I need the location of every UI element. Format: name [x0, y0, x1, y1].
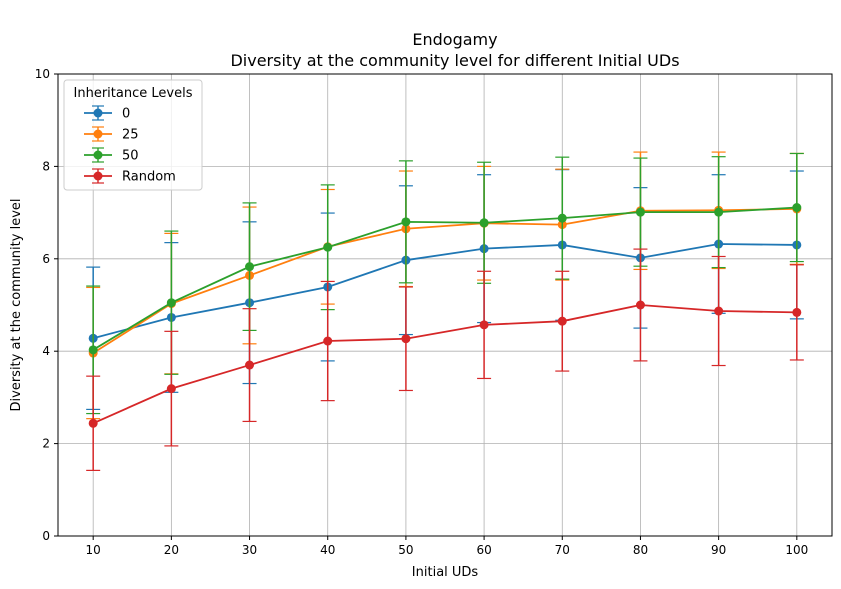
x-tick-label: 30	[242, 543, 257, 557]
series-line	[92, 243, 797, 340]
x-axis-label: Initial UDs	[412, 565, 479, 580]
data-point	[635, 300, 645, 310]
legend-marker	[93, 108, 103, 118]
data-point	[635, 207, 645, 217]
series-line	[92, 206, 797, 351]
x-tick-label: 10	[86, 543, 101, 557]
series-line	[92, 304, 797, 425]
x-tick-label: 60	[476, 543, 491, 557]
data-point	[479, 218, 489, 228]
data-point	[166, 298, 176, 308]
x-tick-label: 40	[320, 543, 335, 557]
data-point	[401, 334, 411, 344]
legend-label: Random	[122, 170, 176, 185]
series-layer	[86, 151, 804, 471]
data-point	[557, 316, 567, 326]
series-Random	[86, 248, 804, 471]
legend-label: 0	[122, 107, 130, 122]
x-tick-label: 80	[633, 543, 648, 557]
y-axis-label: Diversity at the community level	[9, 199, 24, 412]
y-tick-label: 2	[42, 437, 50, 451]
data-point	[323, 242, 333, 252]
x-tick-label: 90	[711, 543, 726, 557]
legend: Inheritance Levels 0 25 50 Random	[63, 79, 203, 191]
data-point	[88, 345, 98, 355]
x-tick-label: 70	[555, 543, 570, 557]
x-axis: 10 20 30 40 50 60 70 80 90 100	[86, 536, 808, 557]
data-point	[792, 307, 802, 317]
data-point	[792, 203, 802, 213]
data-point	[323, 336, 333, 346]
x-tick-label: 50	[398, 543, 413, 557]
chart-title: Endogamy	[412, 30, 497, 49]
y-axis: 0 2 4 6 8 10	[35, 67, 58, 543]
data-point	[714, 306, 724, 316]
legend-label: 50	[122, 149, 139, 164]
series-line	[92, 208, 797, 354]
legend-item-25: 25	[84, 126, 139, 143]
legend-item-Random: Random	[84, 168, 176, 185]
data-point	[245, 262, 255, 272]
legend-marker	[93, 171, 103, 181]
y-tick-label: 10	[35, 67, 50, 81]
data-point	[714, 207, 724, 217]
legend-marker	[93, 129, 103, 139]
y-tick-label: 8	[42, 159, 50, 173]
legend-title: Inheritance Levels	[74, 86, 193, 101]
x-tick-label: 20	[164, 543, 179, 557]
y-tick-label: 6	[42, 252, 50, 266]
y-tick-label: 4	[42, 344, 50, 358]
data-point	[557, 213, 567, 223]
data-point	[88, 418, 98, 428]
legend-label: 25	[122, 128, 139, 143]
data-point	[166, 384, 176, 394]
legend-marker	[93, 150, 103, 160]
y-tick-label: 0	[42, 529, 50, 543]
data-point	[401, 217, 411, 227]
x-tick-label: 100	[785, 543, 808, 557]
legend-item-0: 0	[84, 105, 130, 122]
chart-subtitle: Diversity at the community level for dif…	[230, 51, 679, 70]
legend-item-50: 50	[84, 147, 139, 164]
data-point	[479, 320, 489, 330]
plot-frame	[57, 73, 833, 537]
data-point	[245, 360, 255, 370]
